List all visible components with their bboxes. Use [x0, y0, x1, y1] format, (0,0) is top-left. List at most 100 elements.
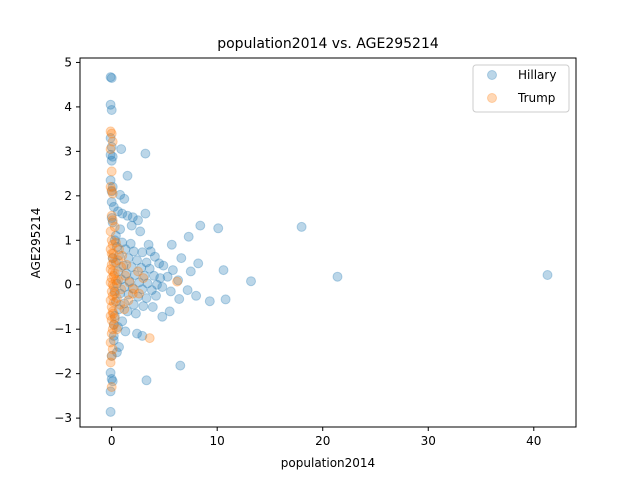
- data-point: [191, 290, 202, 301]
- data-point: [113, 322, 123, 332]
- data-point: [108, 201, 119, 212]
- data-point: [110, 257, 121, 268]
- data-point: [113, 255, 123, 266]
- data-point: [108, 335, 119, 346]
- data-point: [126, 262, 137, 272]
- data-point: [120, 244, 131, 255]
- data-point: [115, 288, 126, 299]
- data-point: [332, 271, 343, 282]
- data-point: [106, 213, 117, 223]
- data-point: [107, 151, 118, 162]
- legend: Hillary Trump: [472, 64, 570, 113]
- data-point: [125, 238, 136, 249]
- y-axis-label: AGE295214: [29, 208, 43, 279]
- data-point: [116, 262, 127, 272]
- data-point: [108, 308, 119, 319]
- plot-frame: [79, 57, 577, 428]
- x-tick-label: 10: [210, 434, 225, 448]
- data-point: [110, 237, 121, 248]
- data-point: [167, 265, 178, 276]
- data-point: [117, 316, 128, 327]
- data-point: [145, 246, 156, 257]
- data-point: [130, 308, 141, 319]
- data-point: [204, 296, 215, 307]
- data-point: [107, 344, 118, 355]
- data-point: [113, 206, 123, 217]
- data-point: [109, 313, 120, 324]
- series-hillary: [105, 72, 553, 417]
- data-point: [144, 263, 155, 274]
- data-point: [157, 282, 168, 292]
- legend-label-hillary: Hillary: [518, 68, 556, 82]
- data-point: [128, 284, 139, 295]
- data-point: [193, 258, 204, 269]
- data-point: [146, 285, 157, 296]
- data-point: [108, 330, 119, 341]
- data-point: [114, 244, 124, 255]
- data-point: [117, 250, 128, 261]
- data-point: [158, 260, 169, 271]
- data-point: [296, 221, 307, 232]
- legend-label-trump: Trump: [517, 91, 555, 105]
- data-point: [115, 224, 126, 235]
- data-point: [107, 376, 118, 387]
- x-tick-label: 0: [108, 434, 116, 448]
- data-point: [195, 220, 206, 231]
- data-point: [106, 128, 117, 139]
- data-point: [136, 262, 147, 273]
- data-point: [116, 274, 127, 285]
- data-point: [133, 215, 143, 226]
- data-point: [105, 226, 116, 237]
- data-point: [108, 248, 119, 259]
- data-point: [162, 271, 173, 282]
- data-point: [132, 255, 142, 266]
- data-point: [105, 99, 116, 110]
- data-point: [164, 306, 175, 317]
- data-point: [105, 367, 116, 378]
- data-point: [143, 239, 154, 250]
- data-point: [173, 275, 184, 286]
- data-point: [117, 208, 128, 219]
- data-point: [123, 295, 134, 306]
- data-point: [151, 290, 161, 301]
- data-point: [105, 72, 116, 83]
- data-point: [147, 302, 158, 312]
- data-point: [107, 215, 118, 226]
- data-point: [107, 290, 118, 301]
- points-layer: [105, 72, 553, 417]
- data-point: [127, 283, 138, 294]
- data-point: [218, 265, 229, 276]
- y-tick-label: 2: [64, 189, 72, 203]
- y-tick-label: 1: [64, 233, 72, 247]
- data-point: [108, 282, 119, 292]
- data-point: [111, 347, 122, 358]
- data-point: [105, 406, 116, 417]
- data-point: [124, 277, 135, 288]
- data-point: [141, 257, 152, 268]
- data-point: [111, 324, 122, 335]
- data-point: [121, 259, 132, 270]
- data-point: [114, 250, 124, 261]
- data-point: [140, 148, 151, 159]
- series-trump: [105, 126, 183, 392]
- data-point: [105, 149, 116, 160]
- data-point: [137, 247, 148, 258]
- data-point: [109, 288, 120, 299]
- data-point: [118, 260, 129, 271]
- data-point: [137, 330, 148, 341]
- data-point: [105, 144, 116, 155]
- data-point: [107, 253, 118, 264]
- data-point: [107, 181, 118, 192]
- data-point: [172, 276, 183, 287]
- data-point: [116, 144, 127, 155]
- data-point: [105, 264, 116, 275]
- data-point: [113, 266, 123, 277]
- data-point: [105, 175, 116, 186]
- data-point: [106, 374, 117, 384]
- data-point: [106, 350, 117, 361]
- data-point: [140, 208, 151, 219]
- y-tick-label: −1: [54, 322, 72, 336]
- data-point: [105, 295, 116, 306]
- data-point: [110, 230, 121, 241]
